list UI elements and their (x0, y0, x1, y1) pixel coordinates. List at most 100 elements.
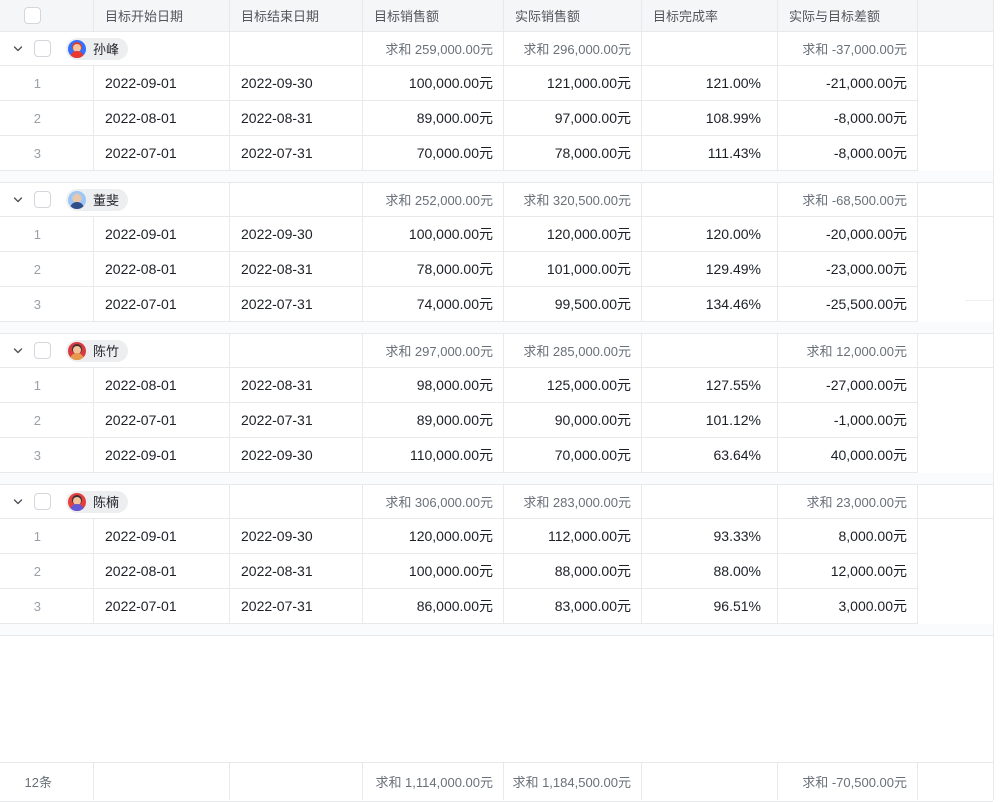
cell-completion-rate[interactable]: 88.00% (642, 554, 778, 588)
group-sum-target-sales[interactable]: 求和 259,000.00元 (363, 32, 504, 65)
column-header-completion-rate[interactable]: 目标完成率 (642, 0, 778, 31)
row-index[interactable]: 2 (0, 403, 94, 437)
cell-target-sales[interactable]: 89,000.00元 (363, 403, 504, 437)
cell-target-diff[interactable]: -21,000.00元 (778, 66, 918, 100)
cell-target-diff[interactable]: -1,000.00元 (778, 403, 918, 437)
cell-target-sales[interactable]: 110,000.00元 (363, 438, 504, 472)
row-index[interactable]: 1 (0, 519, 94, 553)
cell-target-end-date[interactable]: 2022-08-31 (230, 554, 363, 588)
cell-target-end-date[interactable]: 2022-08-31 (230, 368, 363, 402)
cell-target-end-date[interactable]: 2022-07-31 (230, 589, 363, 623)
cell-target-start-date[interactable]: 2022-08-01 (94, 368, 230, 402)
group-sum-target-diff[interactable]: 求和 23,000.00元 (778, 485, 918, 518)
cell-target-start-date[interactable]: 2022-09-01 (94, 519, 230, 553)
footer-completion-rate-cell[interactable] (642, 763, 778, 800)
select-all-checkbox[interactable] (24, 7, 41, 24)
cell-target-sales[interactable]: 120,000.00元 (363, 519, 504, 553)
group-sum-actual-sales[interactable]: 求和 285,000.00元 (504, 334, 642, 367)
cell-target-diff[interactable]: -27,000.00元 (778, 368, 918, 402)
group-select-checkbox[interactable] (34, 493, 51, 510)
cell-target-sales[interactable]: 89,000.00元 (363, 101, 504, 135)
cell-target-sales[interactable]: 100,000.00元 (363, 66, 504, 100)
cell-target-diff[interactable]: -23,000.00元 (778, 252, 918, 286)
cell-target-end-date[interactable]: 2022-09-30 (230, 438, 363, 472)
group-sum-target-sales[interactable]: 求和 306,000.00元 (363, 485, 504, 518)
cell-target-end-date[interactable]: 2022-07-31 (230, 136, 363, 170)
cell-actual-sales[interactable]: 83,000.00元 (504, 589, 642, 623)
cell-target-end-date[interactable]: 2022-09-30 (230, 66, 363, 100)
cell-completion-rate[interactable]: 121.00% (642, 66, 778, 100)
group-sum-actual-sales[interactable]: 求和 296,000.00元 (504, 32, 642, 65)
group-sum-target-sales[interactable]: 求和 297,000.00元 (363, 334, 504, 367)
cell-actual-sales[interactable]: 97,000.00元 (504, 101, 642, 135)
row-index[interactable]: 3 (0, 287, 94, 321)
row-index[interactable]: 1 (0, 368, 94, 402)
cell-actual-sales[interactable]: 125,000.00元 (504, 368, 642, 402)
cell-target-end-date[interactable]: 2022-08-31 (230, 252, 363, 286)
cell-actual-sales[interactable]: 78,000.00元 (504, 136, 642, 170)
collapse-group-chevron-down-icon[interactable] (10, 192, 26, 208)
cell-target-end-date[interactable]: 2022-07-31 (230, 403, 363, 437)
column-header-target-sales[interactable]: 目标销售额 (363, 0, 504, 31)
cell-target-start-date[interactable]: 2022-07-01 (94, 403, 230, 437)
column-header-target-end-date[interactable]: 目标结束日期 (230, 0, 363, 31)
footer-sum-target-sales[interactable]: 求和 1,114,000.00元 (363, 763, 504, 800)
cell-target-start-date[interactable]: 2022-09-01 (94, 438, 230, 472)
group-sum-target-diff[interactable]: 求和 -68,500.00元 (778, 183, 918, 216)
cell-target-sales[interactable]: 70,000.00元 (363, 136, 504, 170)
row-index[interactable]: 2 (0, 554, 94, 588)
cell-target-start-date[interactable]: 2022-08-01 (94, 554, 230, 588)
cell-target-start-date[interactable]: 2022-07-01 (94, 136, 230, 170)
cell-target-diff[interactable]: 12,000.00元 (778, 554, 918, 588)
column-header-actual-sales[interactable]: 实际销售额 (504, 0, 642, 31)
cell-target-diff[interactable]: 3,000.00元 (778, 589, 918, 623)
column-header-target-diff[interactable]: 实际与目标差额 (778, 0, 918, 31)
cell-actual-sales[interactable]: 101,000.00元 (504, 252, 642, 286)
row-index[interactable]: 1 (0, 217, 94, 251)
cell-completion-rate[interactable]: 101.12% (642, 403, 778, 437)
cell-target-diff[interactable]: -8,000.00元 (778, 136, 918, 170)
group-sum-actual-sales[interactable]: 求和 283,000.00元 (504, 485, 642, 518)
cell-actual-sales[interactable]: 99,500.00元 (504, 287, 642, 321)
group-select-checkbox[interactable] (34, 40, 51, 57)
cell-completion-rate[interactable]: 127.55% (642, 368, 778, 402)
cell-target-sales[interactable]: 100,000.00元 (363, 554, 504, 588)
group-sum-target-sales[interactable]: 求和 252,000.00元 (363, 183, 504, 216)
cell-target-end-date[interactable]: 2022-09-30 (230, 217, 363, 251)
cell-target-sales[interactable]: 74,000.00元 (363, 287, 504, 321)
cell-target-sales[interactable]: 98,000.00元 (363, 368, 504, 402)
cell-actual-sales[interactable]: 112,000.00元 (504, 519, 642, 553)
cell-target-sales[interactable]: 100,000.00元 (363, 217, 504, 251)
cell-actual-sales[interactable]: 90,000.00元 (504, 403, 642, 437)
cell-target-diff[interactable]: 40,000.00元 (778, 438, 918, 472)
collapse-group-chevron-down-icon[interactable] (10, 494, 26, 510)
footer-end-date-cell[interactable] (230, 763, 363, 800)
cell-completion-rate[interactable]: 134.46% (642, 287, 778, 321)
cell-target-diff[interactable]: 8,000.00元 (778, 519, 918, 553)
cell-target-start-date[interactable]: 2022-07-01 (94, 589, 230, 623)
cell-target-start-date[interactable]: 2022-09-01 (94, 217, 230, 251)
group-sum-target-diff[interactable]: 求和 12,000.00元 (778, 334, 918, 367)
cell-completion-rate[interactable]: 129.49% (642, 252, 778, 286)
group-select-checkbox[interactable] (34, 191, 51, 208)
row-index[interactable]: 3 (0, 136, 94, 170)
cell-target-start-date[interactable]: 2022-08-01 (94, 252, 230, 286)
cell-actual-sales[interactable]: 70,000.00元 (504, 438, 642, 472)
cell-actual-sales[interactable]: 121,000.00元 (504, 66, 642, 100)
row-index[interactable]: 3 (0, 438, 94, 472)
cell-target-start-date[interactable]: 2022-09-01 (94, 66, 230, 100)
cell-completion-rate[interactable]: 63.64% (642, 438, 778, 472)
row-index[interactable]: 3 (0, 589, 94, 623)
cell-target-sales[interactable]: 78,000.00元 (363, 252, 504, 286)
cell-target-diff[interactable]: -20,000.00元 (778, 217, 918, 251)
footer-start-date-cell[interactable] (94, 763, 230, 800)
cell-completion-rate[interactable]: 120.00% (642, 217, 778, 251)
group-select-checkbox[interactable] (34, 342, 51, 359)
group-sum-target-diff[interactable]: 求和 -37,000.00元 (778, 32, 918, 65)
column-header-target-start-date[interactable]: 目标开始日期 (94, 0, 230, 31)
cell-completion-rate[interactable]: 96.51% (642, 589, 778, 623)
cell-actual-sales[interactable]: 120,000.00元 (504, 217, 642, 251)
cell-completion-rate[interactable]: 93.33% (642, 519, 778, 553)
cell-completion-rate[interactable]: 108.99% (642, 101, 778, 135)
cell-completion-rate[interactable]: 111.43% (642, 136, 778, 170)
